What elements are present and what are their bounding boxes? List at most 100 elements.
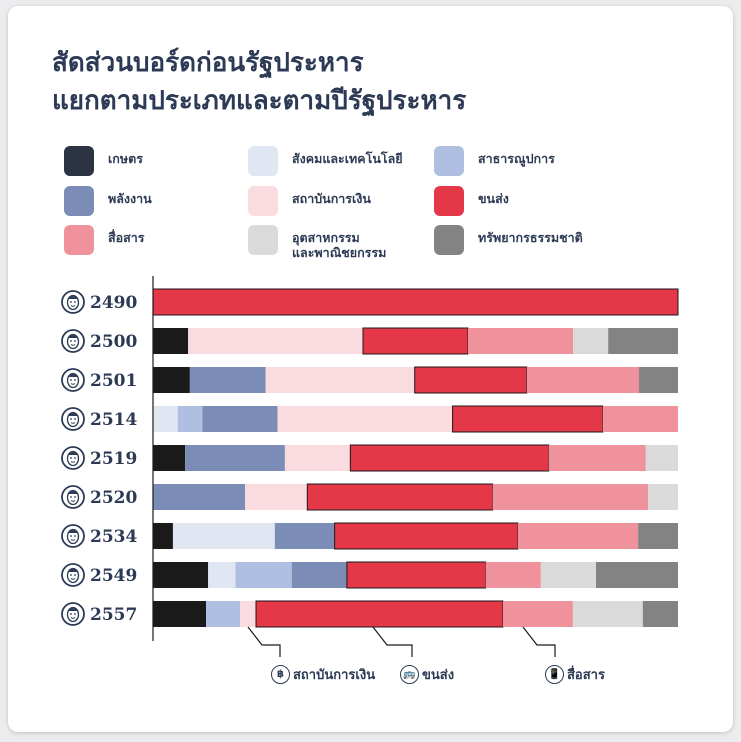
legend-item: เกษตร — [64, 146, 143, 176]
bar-segment — [526, 367, 640, 393]
bar-segment — [235, 562, 292, 588]
annotation-text: สถาบันการเงิน — [293, 668, 376, 683]
legend-label: ทรัพยากรธรรมชาติ — [478, 230, 583, 245]
bar-segment — [153, 601, 207, 627]
face-icon — [61, 485, 85, 509]
legend-label: อุตสาหกรรม และพาณิชยกรรม — [292, 230, 387, 260]
bar-segment — [177, 406, 203, 432]
bar-segment — [306, 483, 494, 511]
legend-item: สาธารณูปการ — [434, 146, 555, 176]
annotation-text: ขนส่ง — [422, 668, 455, 683]
legend-swatch — [248, 146, 278, 176]
baht-icon: ฿ — [271, 665, 290, 684]
year-label: 2557 — [90, 605, 137, 625]
bar-segment — [503, 601, 573, 627]
legend-swatch — [434, 146, 464, 176]
bar-segment — [548, 445, 646, 471]
year-label: 2519 — [90, 449, 137, 469]
phone-icon: 📱 — [545, 665, 564, 684]
bar-segment — [573, 328, 609, 354]
face-icon — [61, 368, 85, 392]
bar-segment — [265, 367, 415, 393]
bar-segment — [153, 406, 178, 432]
year-label: 2549 — [90, 566, 137, 586]
bar-segment — [153, 328, 189, 354]
bar-segment — [517, 523, 639, 549]
legend-item: สถาบันการเงิน — [248, 186, 371, 216]
bar-segment — [202, 406, 278, 432]
annotation-text: สื่อสาร — [567, 668, 605, 683]
legend-swatch — [248, 186, 278, 216]
legend-item: สังคมและเทคโนโลยี — [248, 146, 403, 176]
legend-item: สื่อสาร — [64, 225, 145, 255]
bar-segment — [185, 445, 285, 471]
bar-segment — [240, 601, 257, 627]
chart-title: สัดส่วนบอร์ดก่อนรัฐประหาร แยกตามประเภทแล… — [52, 44, 466, 120]
face-icon — [61, 446, 85, 470]
bar-segment — [349, 444, 550, 472]
face-icon — [61, 329, 85, 353]
face-icon — [61, 563, 85, 587]
face-icon — [61, 407, 85, 431]
year-label: 2501 — [90, 371, 137, 391]
legend-item: ขนส่ง — [434, 186, 509, 216]
bar-segment — [284, 445, 351, 471]
legend-label: เกษตร — [108, 151, 143, 166]
face-icon — [61, 290, 85, 314]
bar-segment — [153, 484, 246, 510]
bar-segment — [277, 406, 453, 432]
legend-item: ทรัพยากรธรรมชาติ — [434, 225, 583, 255]
bar-segment — [255, 600, 504, 628]
bar-segment — [468, 328, 573, 354]
bar-segment — [492, 484, 648, 510]
bar-segment — [602, 406, 678, 432]
face-icon — [61, 602, 85, 626]
annotation-label: 📱 สื่อสาร — [545, 664, 605, 685]
bar-segment — [642, 601, 678, 627]
annotation-leader-line — [522, 626, 556, 657]
annotation-label: 🚌 ขนส่ง — [400, 664, 454, 685]
bar-segment — [153, 562, 209, 588]
bar-segment — [172, 523, 275, 549]
bar-segment — [638, 523, 678, 549]
annotation-leader-line — [372, 626, 413, 657]
bar-segment — [596, 562, 678, 588]
legend-swatch — [248, 225, 278, 255]
face-icon — [61, 524, 85, 548]
year-label: 2534 — [90, 527, 137, 547]
annotation-label: ฿สถาบันการเงิน — [271, 664, 375, 685]
bar-segment — [291, 562, 347, 588]
legend-swatch — [64, 146, 94, 176]
bar-segment — [452, 405, 604, 433]
legend-item: อุตสาหกรรม และพาณิชยกรรม — [248, 225, 386, 260]
bar-segment — [485, 562, 541, 588]
bar-segment — [152, 288, 679, 316]
bar-segment — [540, 562, 597, 588]
annotation-leader-line — [247, 626, 281, 657]
year-label: 2500 — [90, 332, 137, 352]
bar-segment — [153, 367, 190, 393]
legend-swatch — [64, 225, 94, 255]
legend-label: สื่อสาร — [108, 230, 145, 245]
bar-segment — [189, 367, 266, 393]
bar-segment — [346, 561, 487, 589]
bar-segment — [153, 445, 186, 471]
bar-segment — [153, 523, 173, 549]
legend-swatch — [434, 225, 464, 255]
bar-segment — [639, 367, 678, 393]
chart-title-line-2: แยกตามประเภทและตามปีรัฐประหาร — [52, 86, 467, 116]
legend-swatch — [64, 186, 94, 216]
bus-icon: 🚌 — [400, 665, 419, 684]
bar-segment — [188, 328, 363, 354]
bar-segment — [608, 328, 678, 354]
bar-segment — [362, 327, 469, 355]
year-label: 2514 — [90, 410, 137, 430]
year-label: 2520 — [90, 488, 137, 508]
legend-label: ขนส่ง — [478, 191, 509, 206]
bar-segment — [206, 601, 241, 627]
legend-label: สถาบันการเงิน — [292, 191, 371, 206]
bar-segment — [334, 522, 519, 550]
bar-segment — [208, 562, 236, 588]
bar-segment — [274, 523, 335, 549]
bar-segment — [245, 484, 308, 510]
